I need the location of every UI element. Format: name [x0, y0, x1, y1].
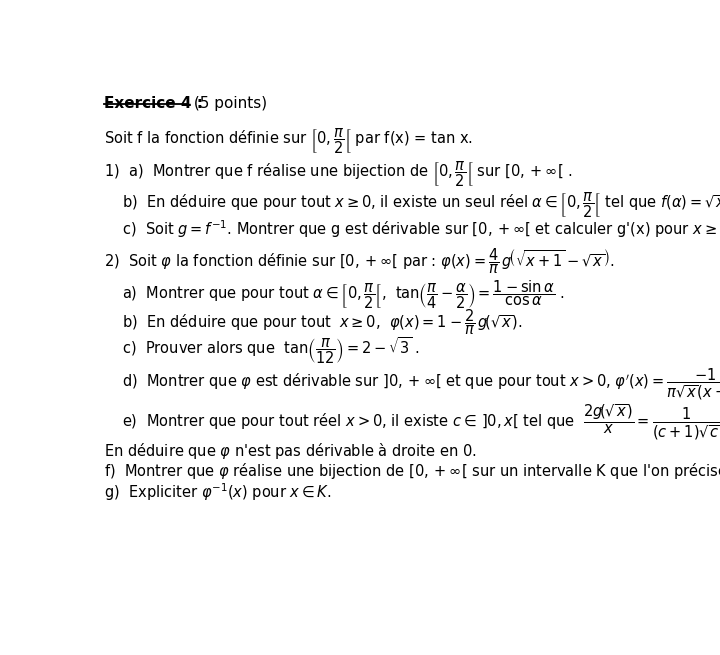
Text: Soit f la fonction définie sur $\left[0,\dfrac{\pi}{2}\right[$ par f(x) = tan x.: Soit f la fonction définie sur $\left[0,… — [104, 126, 473, 156]
Text: f)  Montrer que $\varphi$ réalise une bijection de $[0,+\infty[$ sur un interval: f) Montrer que $\varphi$ réalise une bij… — [104, 461, 720, 481]
Text: b)  En déduire que pour tout $x \geq 0$, il existe un seul réel $\alpha \in \lef: b) En déduire que pour tout $x \geq 0$, … — [122, 191, 720, 220]
Text: 2)  Soit $\varphi$ la fonction définie sur $[0,+\infty[$ par : $\varphi(x)=\dfra: 2) Soit $\varphi$ la fonction définie su… — [104, 246, 615, 276]
Text: En déduire que $\varphi$ n'est pas dérivable à droite en 0.: En déduire que $\varphi$ n'est pas dériv… — [104, 441, 477, 460]
Text: d)  Montrer que $\varphi$ est dérivable sur $]0,+\infty[$ et que pour tout $x>0$: d) Montrer que $\varphi$ est dérivable s… — [122, 366, 720, 402]
Text: c)  Prouver alors que  $\tan\!\left(\dfrac{\pi}{12}\right) = 2 - \sqrt{3}$ .: c) Prouver alors que $\tan\!\left(\dfrac… — [122, 335, 420, 365]
Text: g)  Expliciter $\varphi^{-1}(x)$ pour $x \in K$.: g) Expliciter $\varphi^{-1}(x)$ pour $x … — [104, 481, 332, 503]
Text: (5 points): (5 points) — [189, 96, 267, 111]
Text: 1)  a)  Montrer que f réalise une bijection de $\left[0,\dfrac{\pi}{2}\right[$ s: 1) a) Montrer que f réalise une bijectio… — [104, 159, 572, 189]
Text: a)  Montrer que pour tout $\alpha \in \left[0,\dfrac{\pi}{2}\right[$,  $\tan\!\l: a) Montrer que pour tout $\alpha \in \le… — [122, 278, 565, 311]
Text: c)  Soit $g = f^{-1}$. Montrer que g est dérivable sur $[0,+\infty[$ et calculer: c) Soit $g = f^{-1}$. Montrer que g est … — [122, 218, 720, 240]
Text: Exercice 4 :: Exercice 4 : — [104, 96, 203, 111]
Text: e)  Montrer que pour tout réel $x>0$, il existe $c \in\, ]0,x[$ tel que  $\dfrac: e) Montrer que pour tout réel $x>0$, il … — [122, 402, 720, 441]
Text: b)  En déduire que pour tout  $x \geq 0$,  $\varphi(x) = 1 - \dfrac{2}{\pi}\,g\!: b) En déduire que pour tout $x \geq 0$, … — [122, 308, 523, 337]
